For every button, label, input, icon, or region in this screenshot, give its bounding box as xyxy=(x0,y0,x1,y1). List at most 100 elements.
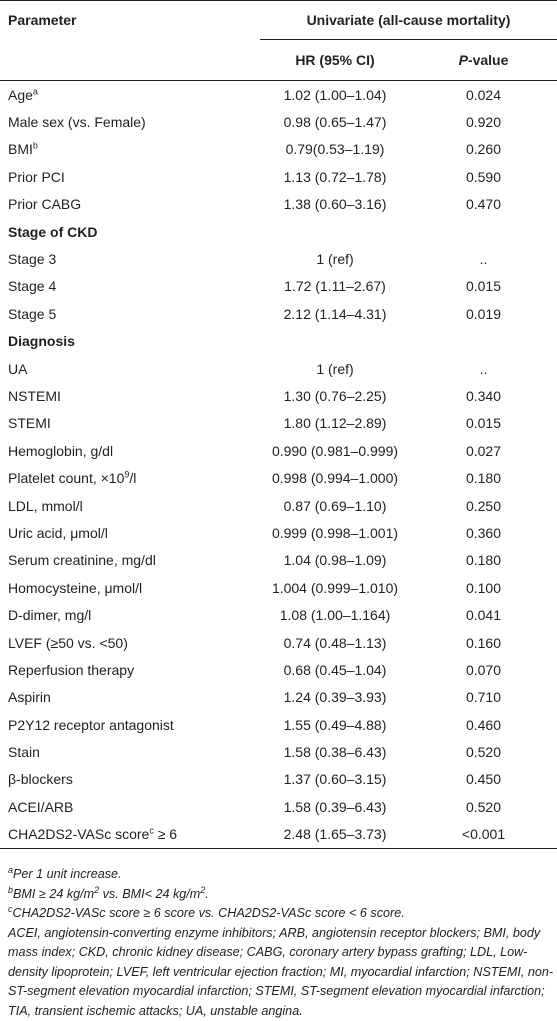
parameter-cell: Prior CABG xyxy=(0,191,260,218)
parameter-cell: STEMI xyxy=(0,410,260,437)
column-header: HR (95% CI) xyxy=(260,40,410,81)
hr-cell: 0.998 (0.994–1.000) xyxy=(260,464,410,491)
p-value-cell: 0.019 xyxy=(410,300,557,327)
hr-cell: 1.24 (0.39–3.93) xyxy=(260,684,410,711)
p-value-cell: 0.450 xyxy=(410,766,557,793)
p-value-cell: .. xyxy=(410,355,557,382)
text: Prior CABG xyxy=(8,196,81,212)
text: vs. BMI< 24 kg/m xyxy=(99,887,200,901)
hr-cell: 2.12 (1.14–4.31) xyxy=(260,300,410,327)
hr-cell: 1.38 (0.60–3.16) xyxy=(260,191,410,218)
parameter-cell: UA xyxy=(0,355,260,382)
text: HR (95% CI) xyxy=(295,52,374,68)
hr-cell: 1.30 (0.76–2.25) xyxy=(260,382,410,409)
table-row: LVEF (≥50 vs. <50)0.74 (0.48–1.13)0.160 xyxy=(0,629,557,656)
footnote: aPer 1 unit increase. xyxy=(8,865,554,885)
table-row: Male sex (vs. Female)0.98 (0.65–1.47)0.9… xyxy=(0,108,557,135)
table-row: P2Y12 receptor antagonist 1.55 (0.49–4.88… xyxy=(0,711,557,738)
parameter-cell: LVEF (≥50 vs. <50) xyxy=(0,629,260,656)
footnote: bBMI ≥ 24 kg/m2 vs. BMI< 24 kg/m2. xyxy=(8,885,554,905)
footnote: cCHA2DS2-VASc score ≥ 6 score vs. CHA2DS… xyxy=(8,904,554,924)
p-value-cell: 0.027 xyxy=(410,437,557,464)
text: P2Y12 receptor antagonist xyxy=(8,717,174,733)
parameter-cell: Reperfusion therapy xyxy=(0,656,260,683)
table-row: β-blockers 1.37 (0.60–3.15)0.450 xyxy=(0,766,557,793)
hr-cell: 1.72 (1.11–2.67) xyxy=(260,273,410,300)
text: CHA2DS2-VASc score ≥ 6 score vs. CHA2DS2… xyxy=(13,906,405,920)
text: UA xyxy=(8,361,27,377)
parameter-cell: P2Y12 receptor antagonist xyxy=(0,711,260,738)
text: LDL, mmol/l xyxy=(8,498,83,514)
parameter-cell: Male sex (vs. Female) xyxy=(0,108,260,135)
hr-cell: 0.87 (0.69–1.10) xyxy=(260,492,410,519)
table-row: STEMI 1.80 (1.12–2.89)0.015 xyxy=(0,410,557,437)
hr-cell: 1.02 (1.00–1.04) xyxy=(260,81,410,109)
p-value-cell: 0.250 xyxy=(410,492,557,519)
text: Homocysteine, μmol/l xyxy=(8,580,142,596)
hr-cell: 1.55 (0.49–4.88) xyxy=(260,711,410,738)
hr-cell: 0.79(0.53–1.19) xyxy=(260,136,410,163)
table-row: Stage of CKD xyxy=(0,218,557,245)
hr-cell: 1.37 (0.60–3.15) xyxy=(260,766,410,793)
p-value-cell: 0.590 xyxy=(410,163,557,190)
hr-cell: 0.74 (0.48–1.13) xyxy=(260,629,410,656)
text: Stage 3 xyxy=(8,251,56,267)
hr-cell: 0.999 (0.998–1.001) xyxy=(260,519,410,546)
text: ACEI/ARB xyxy=(8,799,73,815)
hr-cell: 1.13 (0.72–1.78) xyxy=(260,163,410,190)
p-value-cell: 0.100 xyxy=(410,574,557,601)
table-row: LDL, mmol/l 0.87 (0.69–1.10)0.250 xyxy=(0,492,557,519)
parameter-cell: Agea xyxy=(0,81,260,109)
table-row: Stage 5 2.12 (1.14–4.31)0.019 xyxy=(0,300,557,327)
parameter-cell: NSTEMI xyxy=(0,382,260,409)
parameter-cell: LDL, mmol/l xyxy=(0,492,260,519)
parameter-cell: Prior PCI xyxy=(0,163,260,190)
hr-cell: 1.004 (0.999–1.010) xyxy=(260,574,410,601)
section-header: Stage of CKD xyxy=(0,218,557,245)
parameter-cell: D-dimer, mg/l xyxy=(0,601,260,628)
text: NSTEMI xyxy=(8,388,61,404)
superscript: b xyxy=(33,141,38,151)
parameter-cell: Stain xyxy=(0,738,260,765)
hr-cell: 2.48 (1.65–3.73) xyxy=(260,821,410,849)
p-value-cell: 0.015 xyxy=(410,410,557,437)
hr-cell: 1.08 (1.00–1.164) xyxy=(260,601,410,628)
p-value-cell: 0.024 xyxy=(410,81,557,109)
p-value-cell: 0.180 xyxy=(410,547,557,574)
results-table: Parameter Univariate (all-cause mortalit… xyxy=(0,0,557,849)
parameter-cell: Uric acid, μmol/l xyxy=(0,519,260,546)
parameter-cell: Stage 3 xyxy=(0,245,260,272)
section-header: Diagnosis xyxy=(0,328,557,355)
text: Male sex (vs. Female) xyxy=(8,114,146,130)
text: β-blockers xyxy=(8,771,73,787)
footnote: ACEI, angiotensin-converting enzyme inhi… xyxy=(8,924,554,1021)
hr-cell: 1.80 (1.12–2.89) xyxy=(260,410,410,437)
text: Prior PCI xyxy=(8,169,65,185)
parameter-cell: Aspirin xyxy=(0,684,260,711)
parameter-cell: Hemoglobin, g/dl xyxy=(0,437,260,464)
text: Platelet count, ×10 xyxy=(8,470,124,486)
text: Stage 5 xyxy=(8,306,56,322)
parameter-cell: CHA2DS2-VASc scorec ≥ 6 xyxy=(0,821,260,849)
parameter-cell: Stage 4 xyxy=(0,273,260,300)
hr-cell: 1.58 (0.38–6.43) xyxy=(260,738,410,765)
p-value-cell: 0.520 xyxy=(410,738,557,765)
text: Reperfusion therapy xyxy=(8,662,134,678)
p-value-cell: 0.160 xyxy=(410,629,557,656)
text: STEMI xyxy=(8,415,51,431)
